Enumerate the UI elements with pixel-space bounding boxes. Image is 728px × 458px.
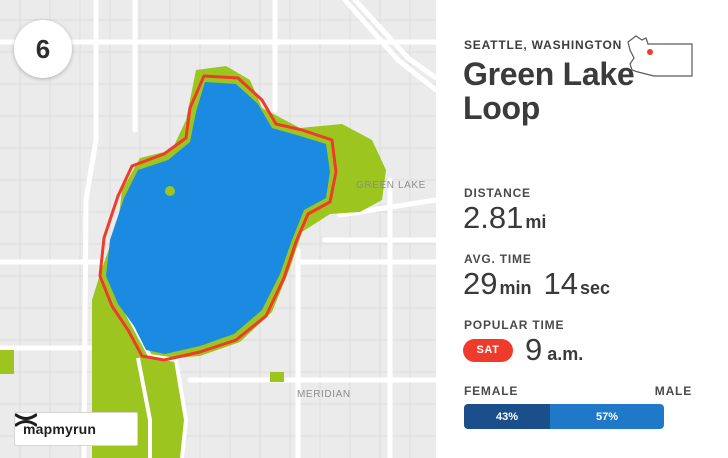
washington-state-icon bbox=[627, 35, 693, 77]
brand-name: mapmyrun bbox=[23, 421, 97, 437]
popular-time-hour: 9 bbox=[525, 332, 543, 367]
route-title: Green Lake Loop bbox=[463, 56, 635, 126]
popular-time-unit: a.m. bbox=[547, 344, 584, 364]
map-canvas bbox=[0, 0, 436, 458]
distance-value-row: 2.81 mi bbox=[463, 200, 546, 236]
map-label-green-lake: GREEN LAKE bbox=[356, 180, 426, 191]
female-share-bar: 43% bbox=[464, 404, 550, 429]
distance-value: 2.81 bbox=[463, 200, 524, 235]
map-label-meridian: MERIDIAN bbox=[297, 389, 351, 400]
male-label: MALE bbox=[654, 384, 692, 398]
route-map[interactable]: 6 GREEN LAKE MERIDIAN mapmyrun bbox=[0, 0, 436, 458]
gender-split-bar: 43% 57% bbox=[464, 404, 664, 429]
brand-badge[interactable]: mapmyrun bbox=[14, 412, 138, 446]
popular-day-badge: SAT bbox=[463, 338, 513, 362]
avg-time-sec-unit: sec bbox=[579, 278, 611, 298]
avg-time-value-row: 29 min 14 sec bbox=[463, 266, 610, 302]
route-info-panel: SEATTLE, WASHINGTON Green Lake Loop DIST… bbox=[436, 0, 728, 458]
avg-time-minutes: 29 bbox=[463, 266, 498, 301]
distance-label: DISTANCE bbox=[464, 186, 531, 200]
rank-badge: 6 bbox=[14, 20, 72, 78]
under-armour-logo-icon bbox=[15, 413, 37, 427]
avg-time-label: AVG. TIME bbox=[464, 252, 532, 266]
route-location: SEATTLE, WASHINGTON bbox=[464, 38, 623, 52]
avg-time-min-unit: min bbox=[499, 278, 532, 298]
avg-time-seconds: 14 bbox=[543, 266, 578, 301]
female-label: FEMALE bbox=[464, 384, 519, 398]
popular-time-value-row: SAT 9 a.m. bbox=[463, 332, 583, 368]
popular-time-label: POPULAR TIME bbox=[464, 318, 565, 332]
male-share-bar: 57% bbox=[550, 404, 664, 429]
distance-unit: mi bbox=[525, 212, 547, 232]
